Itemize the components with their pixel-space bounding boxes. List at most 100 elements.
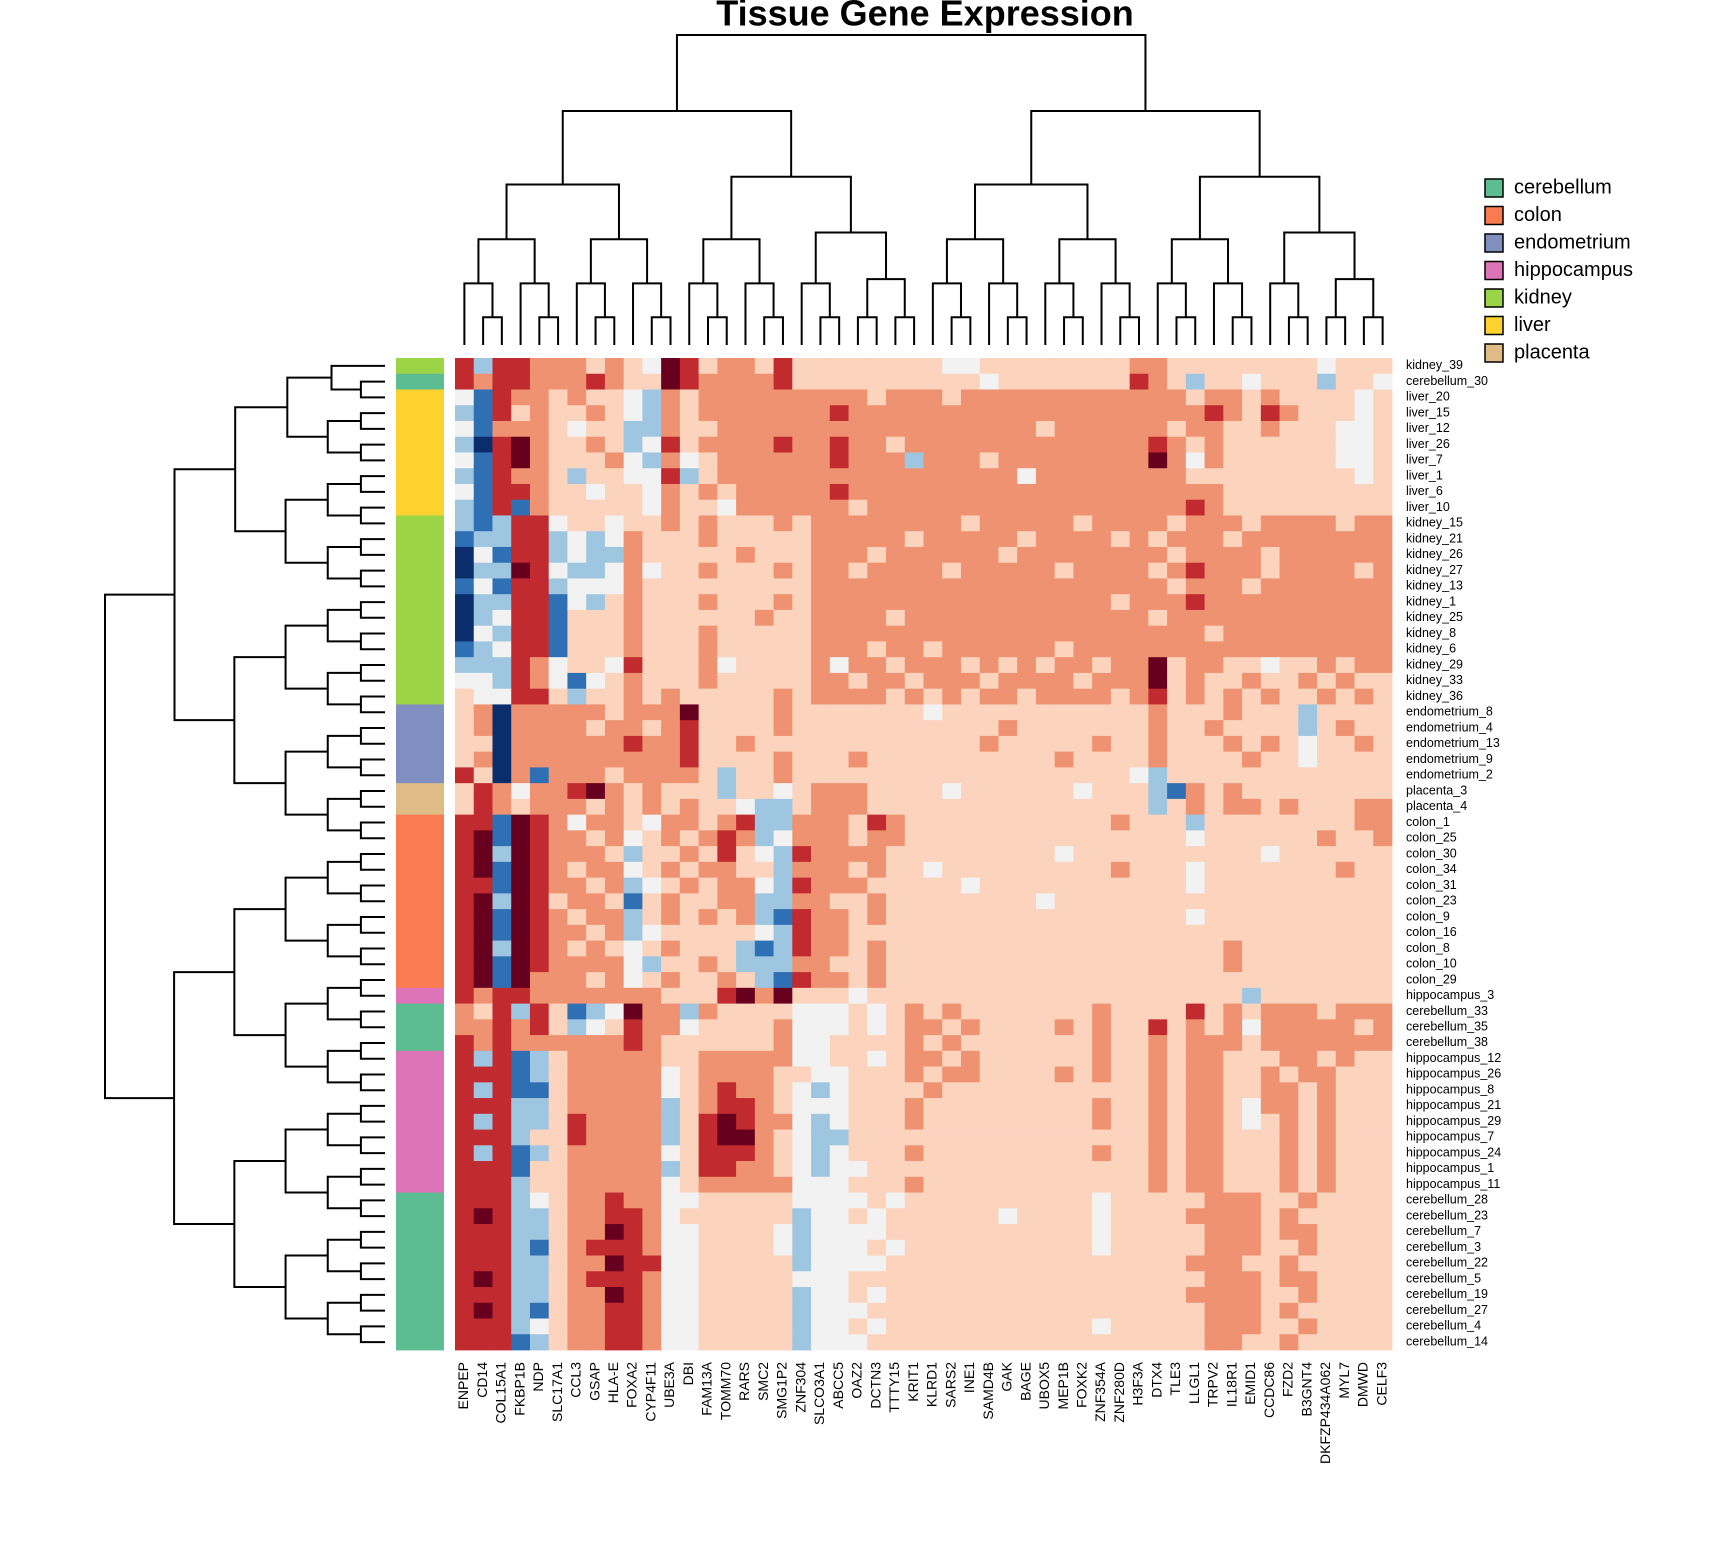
heatmap-cell (1035, 940, 1056, 957)
heatmap-cell (529, 783, 550, 800)
heatmap-cell (1260, 546, 1280, 564)
heatmap-cell (717, 783, 737, 800)
heatmap-cell (942, 452, 962, 469)
heatmap-cell (1073, 1239, 1093, 1256)
heatmap-cell (886, 358, 906, 375)
heatmap-cell (1129, 987, 1149, 1004)
heatmap-cell (1204, 783, 1224, 800)
heatmap-cell (1167, 1035, 1187, 1052)
heatmap-cell (473, 405, 493, 422)
heatmap-cell (867, 909, 887, 926)
heatmap-cell (754, 1129, 774, 1146)
heatmap-cell (529, 389, 550, 406)
heatmap-cell (529, 1050, 550, 1067)
heatmap-cell (1260, 578, 1280, 595)
heatmap-cell (1185, 1208, 1205, 1225)
heatmap-cell (1279, 373, 1299, 390)
heatmap-cell (529, 1035, 550, 1052)
heatmap-cell (736, 1098, 756, 1115)
heatmap-cell (1204, 987, 1224, 1004)
heatmap-cell (473, 940, 493, 957)
heatmap-cell (1298, 846, 1318, 863)
heatmap-cell (1260, 861, 1280, 879)
heatmap-cell (1373, 909, 1393, 926)
heatmap-cell (1260, 1113, 1280, 1130)
heatmap-cell (829, 1176, 849, 1193)
heatmap-cell (942, 720, 962, 737)
heatmap-cell (511, 767, 531, 784)
heatmap-cell (829, 1302, 849, 1319)
heatmap-cell (473, 609, 493, 627)
heatmap-cell (455, 861, 475, 879)
heatmap-cell (998, 846, 1018, 863)
heatmap-cell (811, 1098, 831, 1115)
column-label: CELF3 (1373, 1362, 1389, 1406)
heatmap-cell (1054, 1224, 1074, 1241)
heatmap-cell (1054, 893, 1074, 910)
heatmap-cell (604, 751, 625, 768)
heatmap-cell (1073, 940, 1093, 957)
heatmap-cell (1054, 688, 1074, 705)
heatmap-cell (511, 830, 531, 847)
heatmap-cell (886, 783, 906, 800)
heatmap-cell (829, 405, 849, 422)
heatmap-cell (1242, 1302, 1262, 1319)
heatmap-cell (1092, 1192, 1112, 1209)
heatmap-cell (867, 1161, 887, 1178)
heatmap-cell (736, 940, 756, 957)
heatmap-cell (886, 609, 906, 627)
heatmap-cell (1335, 814, 1355, 831)
heatmap-cell (942, 846, 962, 863)
heatmap-cell (1073, 830, 1093, 847)
row-label: colon_30 (1406, 846, 1457, 860)
heatmap-cell (1054, 436, 1074, 453)
row-label: hippocampus_29 (1406, 1114, 1501, 1128)
heatmap-cell (886, 1113, 906, 1130)
heatmap-cell (1223, 1098, 1243, 1115)
heatmap-cell (679, 405, 700, 422)
heatmap-cell (1167, 798, 1187, 816)
heatmap-cell (604, 1050, 625, 1067)
heatmap-cell (848, 546, 868, 564)
heatmap-cell (1035, 1287, 1056, 1304)
heatmap-cell (923, 1098, 943, 1115)
heatmap-cell (661, 468, 681, 485)
heatmap-cell (586, 1161, 606, 1178)
heatmap-cell (773, 358, 793, 375)
heatmap-cell (623, 1113, 643, 1130)
heatmap-cell (1167, 641, 1187, 658)
heatmap-cell (1223, 1161, 1243, 1178)
heatmap-cell (1279, 578, 1299, 595)
heatmap-cell (1017, 1192, 1037, 1209)
heatmap-cell (1148, 1176, 1168, 1193)
heatmap-cell (904, 1082, 924, 1099)
heatmap-cell (1373, 499, 1393, 516)
heatmap-cell (1017, 783, 1037, 800)
heatmap-cell (511, 688, 531, 705)
heatmap-cell (1260, 405, 1280, 422)
heatmap-cell (1204, 1161, 1224, 1178)
heatmap-cell (1335, 531, 1355, 548)
heatmap-cell (698, 657, 718, 674)
heatmap-cell (604, 578, 625, 595)
heatmap-cell (811, 1019, 831, 1036)
row-label: hippocampus_3 (1406, 988, 1494, 1002)
heatmap-cell (1204, 594, 1224, 611)
heatmap-cell (886, 1082, 906, 1099)
heatmap-cell (1335, 688, 1355, 705)
heatmap-cell (942, 420, 962, 438)
heatmap-cell (1017, 688, 1037, 705)
heatmap-cell (567, 1050, 587, 1067)
heatmap-cell (473, 420, 493, 438)
heatmap-cell (1035, 1066, 1056, 1083)
heatmap-cell (1279, 1066, 1299, 1083)
heatmap-cell (960, 1208, 981, 1225)
heatmap-cell (1035, 1003, 1056, 1020)
heatmap-cell (1185, 846, 1205, 863)
heatmap-cell (586, 830, 606, 847)
heatmap-cell (529, 909, 550, 926)
heatmap-cell (511, 1255, 531, 1272)
heatmap-cell (923, 625, 943, 642)
heatmap-cell (567, 956, 587, 973)
